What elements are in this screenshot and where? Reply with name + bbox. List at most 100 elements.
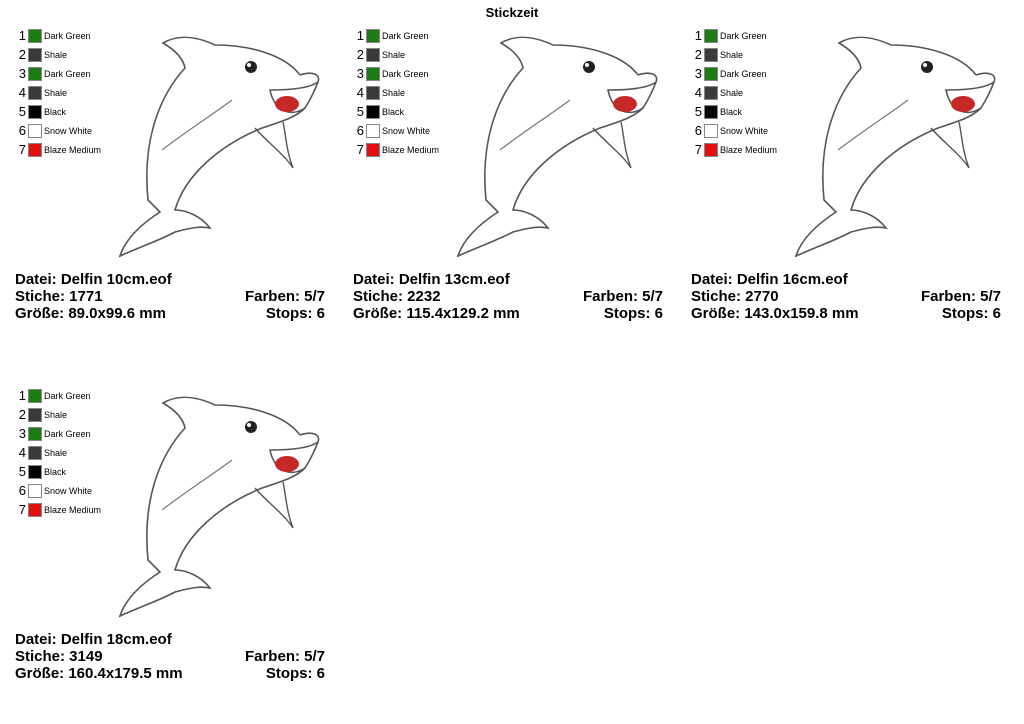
color-name: Blaze Medium (382, 145, 439, 155)
color-swatch (28, 86, 42, 100)
design-panel: 1 Dark Green 2 Shale 3 Dark Green 4 Shale 5 Black… (15, 388, 325, 682)
color-swatch (28, 427, 42, 441)
color-name: Blaze Medium (44, 145, 101, 155)
color-swatch (28, 48, 42, 62)
color-number: 4 (357, 85, 364, 100)
color-swatch (704, 105, 718, 119)
dolphin-design (457, 36, 658, 257)
color-swatch (28, 446, 42, 460)
color-name: Snow White (44, 126, 92, 136)
design-size: Größe: 160.4x179.5 mm (15, 665, 183, 682)
stop-count: Stops: 6 (942, 305, 1001, 322)
color-name: Snow White (382, 126, 430, 136)
stitch-count: Stiche: 2770 (691, 288, 779, 305)
color-number: 5 (19, 104, 26, 119)
color-number: 1 (695, 28, 702, 43)
color-number: 2 (19, 47, 26, 62)
color-name: Shale (44, 448, 67, 458)
stitch-count: Stiche: 2232 (353, 288, 441, 305)
color-name: Shale (44, 88, 67, 98)
color-number: 2 (19, 407, 26, 422)
color-swatch (28, 389, 42, 403)
color-name: Dark Green (44, 391, 91, 401)
color-count: Farben: 5/7 (245, 288, 325, 305)
color-swatch (28, 29, 42, 43)
color-swatch (704, 29, 718, 43)
color-swatch (28, 503, 42, 517)
color-count: Farben: 5/7 (245, 648, 325, 665)
stitch-count: Stiche: 3149 (15, 648, 103, 665)
color-name: Shale (382, 88, 405, 98)
color-name: Blaze Medium (44, 505, 101, 515)
color-name: Dark Green (720, 31, 767, 41)
color-number: 7 (695, 142, 702, 157)
color-count: Farben: 5/7 (921, 288, 1001, 305)
color-number: 4 (695, 85, 702, 100)
color-swatch (366, 143, 380, 157)
color-swatch (366, 29, 380, 43)
color-number: 7 (19, 142, 26, 157)
color-swatch (704, 86, 718, 100)
color-number: 4 (19, 85, 26, 100)
color-swatch (28, 124, 42, 138)
color-number: 1 (357, 28, 364, 43)
file-name: Datei: Delfin 13cm.eof (353, 271, 511, 288)
dolphin-design (119, 396, 320, 617)
color-swatch (28, 484, 42, 498)
dolphin-design (119, 36, 320, 257)
color-swatch (704, 48, 718, 62)
color-name: Shale (44, 410, 67, 420)
color-number: 1 (19, 28, 26, 43)
color-number: 5 (357, 104, 364, 119)
design-size: Größe: 143.0x159.8 mm (691, 305, 859, 322)
color-name: Dark Green (44, 69, 91, 79)
color-name: Dark Green (720, 69, 767, 79)
stop-count: Stops: 6 (604, 305, 663, 322)
color-swatch (366, 67, 380, 81)
design-panel: 1 Dark Green 2 Shale 3 Dark Green 4 Shale 5 Black… (691, 28, 1001, 322)
color-swatch (366, 48, 380, 62)
color-count: Farben: 5/7 (583, 288, 663, 305)
file-name: Datei: Delfin 10cm.eof (15, 271, 173, 288)
stop-count: Stops: 6 (266, 305, 325, 322)
color-number: 5 (19, 464, 26, 479)
color-number: 3 (19, 426, 26, 441)
color-number: 7 (357, 142, 364, 157)
design-size: Größe: 89.0x99.6 mm (15, 305, 166, 322)
color-number: 6 (19, 483, 26, 498)
color-swatch (366, 105, 380, 119)
color-name: Shale (44, 50, 67, 60)
color-swatch (28, 465, 42, 479)
color-name: Blaze Medium (720, 145, 777, 155)
color-number: 2 (357, 47, 364, 62)
file-name: Datei: Delfin 18cm.eof (15, 631, 173, 648)
color-swatch (704, 124, 718, 138)
color-number: 3 (357, 66, 364, 81)
color-number: 6 (19, 123, 26, 138)
color-number: 7 (19, 502, 26, 517)
design-panel: 1 Dark Green 2 Shale 3 Dark Green 4 Shale 5 Black… (353, 28, 663, 322)
color-swatch (366, 86, 380, 100)
color-swatch (28, 408, 42, 422)
color-name: Snow White (720, 126, 768, 136)
color-name: Black (44, 467, 67, 477)
color-name: Black (720, 107, 743, 117)
stop-count: Stops: 6 (266, 665, 325, 682)
color-name: Shale (720, 88, 743, 98)
color-swatch (704, 67, 718, 81)
dolphin-design (795, 36, 996, 257)
title: Stickzeit (486, 5, 539, 20)
color-number: 4 (19, 445, 26, 460)
color-swatch (366, 124, 380, 138)
color-number: 3 (695, 66, 702, 81)
color-swatch (704, 143, 718, 157)
color-name: Dark Green (44, 31, 91, 41)
color-name: Dark Green (382, 69, 429, 79)
stitch-count: Stiche: 1771 (15, 288, 103, 305)
color-name: Shale (382, 50, 405, 60)
color-number: 6 (695, 123, 702, 138)
color-name: Dark Green (382, 31, 429, 41)
design-panel: 1 Dark Green 2 Shale 3 Dark Green 4 Shale 5 Black… (15, 28, 325, 322)
color-swatch (28, 67, 42, 81)
